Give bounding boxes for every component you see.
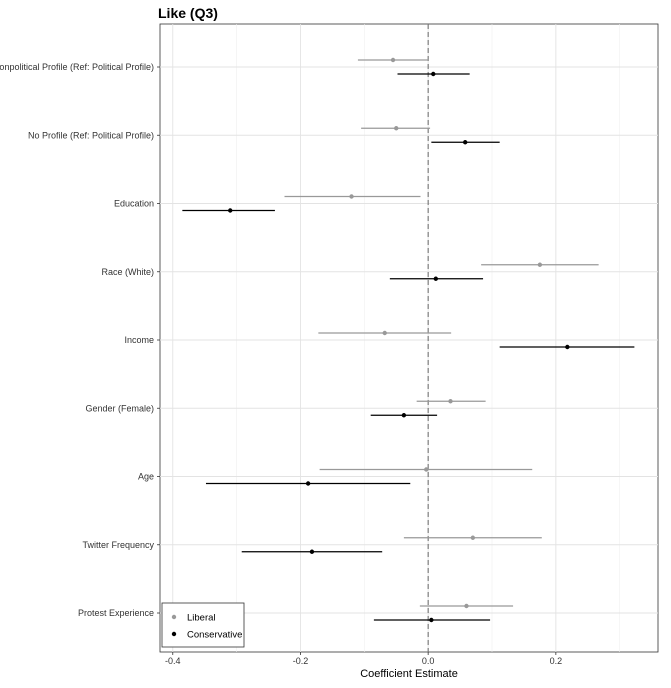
y-tick-label: Protest Experience: [78, 608, 154, 618]
point-estimate-conservative: [429, 617, 434, 623]
y-tick-label: Twitter Frequency: [82, 540, 154, 550]
point-estimate-conservative: [401, 413, 407, 418]
point-estimate-liberal: [394, 126, 399, 131]
y-tick-label: Race (White): [101, 267, 154, 277]
estimate-group-conservative: [389, 276, 484, 281]
y-tick-label: Education: [114, 199, 154, 209]
y-tick-label: Gender (Female): [85, 403, 154, 413]
legend-key-conservative: [171, 631, 177, 637]
point-estimate-liberal: [464, 603, 469, 609]
x-tick-label: -0.2: [293, 656, 309, 666]
point-estimate-liberal: [382, 330, 387, 336]
axes: Nonpolitical Profile (Ref: Political Pro…: [0, 62, 562, 666]
point-estimate-conservative: [305, 481, 311, 486]
y-tick-label: Nonpolitical Profile (Ref: Political Pro…: [0, 62, 154, 72]
legend: Liberal Conservative: [161, 602, 245, 648]
plot-panel-border: [159, 23, 659, 653]
estimate-group-liberal: [319, 467, 533, 472]
legend-label-conservative: Conservative: [187, 630, 242, 641]
data-marks: [182, 57, 635, 623]
point-estimate-liberal: [390, 57, 396, 63]
point-estimate-conservative: [431, 71, 436, 77]
y-tick-label: No Profile (Ref: Political Profile): [28, 130, 154, 140]
estimate-group-conservative: [499, 344, 635, 350]
point-estimate-conservative: [462, 140, 468, 145]
estimate-group-liberal: [318, 330, 452, 336]
point-estimate-liberal: [470, 535, 476, 540]
estimate-group-conservative: [397, 71, 470, 77]
estimate-group-conservative: [205, 481, 411, 486]
estimate-group-liberal: [403, 535, 542, 540]
legend-label-liberal: Liberal: [187, 613, 216, 624]
estimate-group-liberal: [481, 262, 599, 267]
estimate-group-liberal: [419, 603, 514, 609]
point-estimate-conservative: [565, 344, 570, 350]
estimate-group-liberal: [284, 194, 421, 199]
point-estimate-liberal: [537, 262, 543, 267]
legend-key-liberal: [171, 614, 177, 620]
chart-title: Like (Q3): [158, 5, 218, 21]
estimate-group-liberal: [361, 126, 431, 131]
estimate-group-conservative: [241, 549, 383, 554]
estimate-group-conservative: [182, 208, 275, 213]
x-tick-label: 0.2: [550, 656, 563, 666]
plot-panel: [159, 23, 659, 653]
point-estimate-conservative: [228, 208, 233, 213]
y-tick-label: Income: [124, 335, 154, 345]
point-estimate-conservative: [433, 276, 439, 281]
point-estimate-liberal: [448, 399, 453, 404]
estimate-group-conservative: [431, 140, 500, 145]
estimate-group-liberal: [416, 399, 486, 404]
legend-box: [161, 602, 245, 648]
x-axis-label: Coefficient Estimate: [360, 668, 458, 680]
y-tick-label: Age: [138, 472, 154, 482]
x-tick-label: 0.0: [422, 656, 435, 666]
point-estimate-conservative: [309, 549, 315, 554]
point-estimate-liberal: [424, 467, 429, 472]
estimate-group-conservative: [370, 413, 438, 418]
point-estimate-liberal: [349, 194, 354, 199]
estimate-group-conservative: [373, 617, 491, 623]
x-tick-label: -0.4: [165, 656, 181, 666]
estimate-group-liberal: [357, 57, 429, 63]
